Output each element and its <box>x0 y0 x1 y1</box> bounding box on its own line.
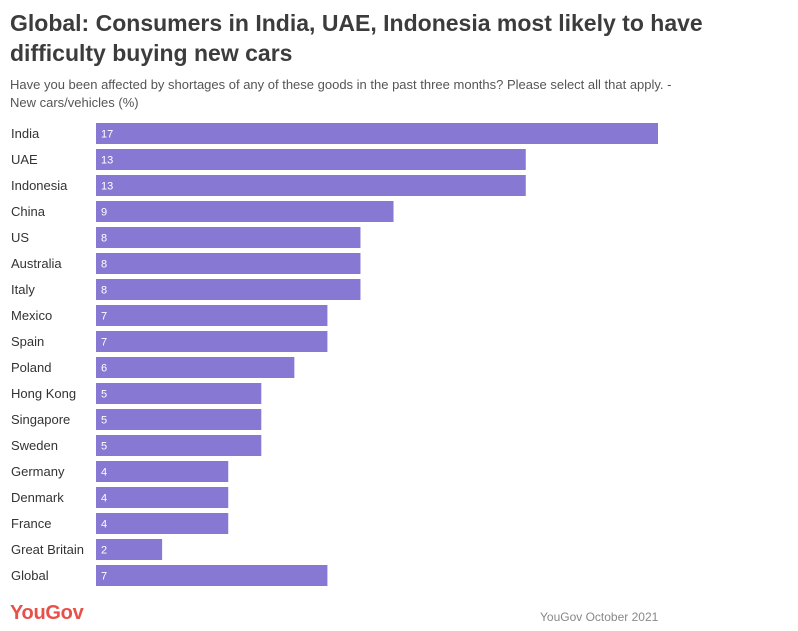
value-label-germany: 4 <box>101 467 107 479</box>
category-label-mexico: Mexico <box>11 308 52 323</box>
value-label-sweden: 5 <box>101 441 107 453</box>
value-label-mexico: 7 <box>101 311 107 323</box>
bar-singapore <box>96 409 262 430</box>
chart-title: Global: Consumers in India, UAE, Indones… <box>10 10 703 66</box>
yougov-logo: YouGov <box>10 602 84 624</box>
bar-us <box>96 227 361 248</box>
value-label-spain: 7 <box>101 337 107 349</box>
bar-france <box>96 513 229 534</box>
bar-great-britain <box>96 539 163 560</box>
value-label-singapore: 5 <box>101 415 107 427</box>
value-label-france: 4 <box>101 519 107 531</box>
bar-uae <box>96 149 526 170</box>
value-label-great-britain: 2 <box>101 545 107 557</box>
category-label-poland: Poland <box>11 360 51 375</box>
chart-subtitle: Have you been affected by shortages of a… <box>10 77 672 110</box>
category-label-hong-kong: Hong Kong <box>11 386 76 401</box>
category-label-global: Global <box>11 568 49 583</box>
category-label-italy: Italy <box>11 282 35 297</box>
source-note: YouGov October 2021 <box>540 610 659 624</box>
value-label-global: 7 <box>101 571 107 583</box>
category-label-spain: Spain <box>11 334 44 349</box>
bar-germany <box>96 461 229 482</box>
category-label-denmark: Denmark <box>11 490 64 505</box>
category-label-sweden: Sweden <box>11 438 58 453</box>
category-label-france: France <box>11 516 51 531</box>
bar-india <box>96 123 658 144</box>
bar-chart: India 17 UAE 13 Indonesia 13 China 9 US 8 Australi… <box>11 123 658 586</box>
bar-mexico <box>96 305 328 326</box>
value-label-uae: 13 <box>101 155 113 167</box>
category-label-singapore: Singapore <box>11 412 70 427</box>
category-label-china: China <box>11 204 46 219</box>
category-label-india: India <box>11 126 40 141</box>
bar-poland <box>96 357 295 378</box>
category-label-australia: Australia <box>11 256 62 271</box>
category-label-indonesia: Indonesia <box>11 178 68 193</box>
category-label-germany: Germany <box>11 464 65 479</box>
value-label-india: 17 <box>101 129 113 141</box>
value-label-australia: 8 <box>101 259 107 271</box>
value-label-indonesia: 13 <box>101 181 113 193</box>
category-label-great-britain: Great Britain <box>11 542 84 557</box>
category-label-us: US <box>11 230 29 245</box>
bar-australia <box>96 253 361 274</box>
value-label-italy: 8 <box>101 285 107 297</box>
value-label-hong-kong: 5 <box>101 389 107 401</box>
bar-spain <box>96 331 328 352</box>
bar-indonesia <box>96 175 526 196</box>
bar-denmark <box>96 487 229 508</box>
value-label-us: 8 <box>101 233 107 245</box>
category-label-uae: UAE <box>11 152 38 167</box>
bar-hong-kong <box>96 383 262 404</box>
value-label-poland: 6 <box>101 363 107 375</box>
bar-italy <box>96 279 361 300</box>
bar-global <box>96 565 328 586</box>
value-label-china: 9 <box>101 207 107 219</box>
bar-sweden <box>96 435 262 456</box>
value-label-denmark: 4 <box>101 493 107 505</box>
bar-china <box>96 201 394 222</box>
